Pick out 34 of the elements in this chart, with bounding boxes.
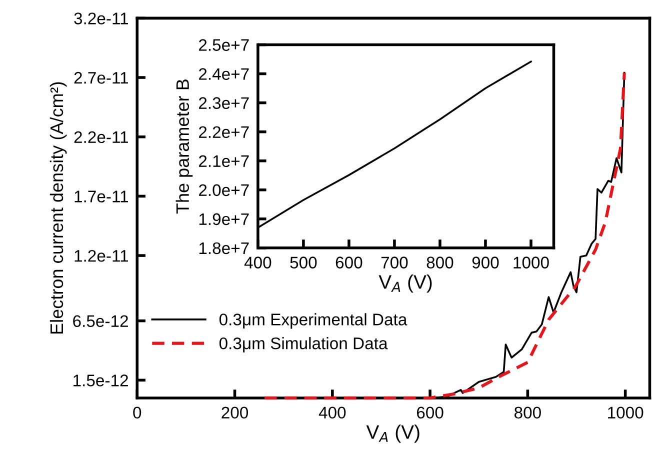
legend-label: 0.3μm Simulation Data xyxy=(219,337,388,352)
y-tick-label: 2.0e+7 xyxy=(199,184,249,196)
y-tick-label: 1.7e-11 xyxy=(74,190,128,202)
x-tick-label: 500 xyxy=(290,256,317,268)
x-tick-label: 1000 xyxy=(514,256,549,268)
y-tick-label: 1.2e-11 xyxy=(74,250,128,262)
y-tick-label: 2.4e+7 xyxy=(199,68,249,80)
y-tick-label: 2.3e+7 xyxy=(199,97,249,109)
x-tick-label: 1000 xyxy=(608,406,644,419)
y-tick-label: 2.1e+7 xyxy=(199,155,249,168)
x-tick-label: 0 xyxy=(133,406,142,419)
x-tick-label: 800 xyxy=(426,256,454,268)
y-tick-label: 1.9e+7 xyxy=(199,213,249,226)
y-axis-title: Electron current density (A/cm²) xyxy=(50,82,67,334)
x-tick-label: 600 xyxy=(416,406,444,419)
x-axis-title: V$_{A}$ (V) xyxy=(366,424,420,443)
x-tick-label: 800 xyxy=(514,406,541,419)
x-tick-label: 400 xyxy=(244,256,272,268)
y-tick-label: 2.2e-11 xyxy=(74,131,128,144)
y-tick-label: 1.5e-12 xyxy=(74,374,128,386)
y-tick-label: 1.8e+7 xyxy=(199,242,249,254)
legend-label: 0.3μm Experimental Data xyxy=(219,313,408,329)
y-tick-label: 2.2e+7 xyxy=(199,126,249,138)
x-tick-label: 400 xyxy=(318,406,346,419)
x-tick-label: 700 xyxy=(381,256,408,268)
y-tick-label: 2.7e-11 xyxy=(74,72,128,84)
y-tick-label: 6.5e-12 xyxy=(73,315,128,328)
x-tick-label: 200 xyxy=(222,406,248,419)
y-tick-label: 3.2e-11 xyxy=(74,12,128,24)
x-axis-title: V$_{A}$ (V) xyxy=(378,274,432,293)
x-tick-label: 600 xyxy=(336,256,362,268)
x-tick-label: 900 xyxy=(472,256,499,268)
y-tick-label: 2.5e+7 xyxy=(199,39,249,51)
y-axis-title: The parameter B xyxy=(176,80,193,214)
